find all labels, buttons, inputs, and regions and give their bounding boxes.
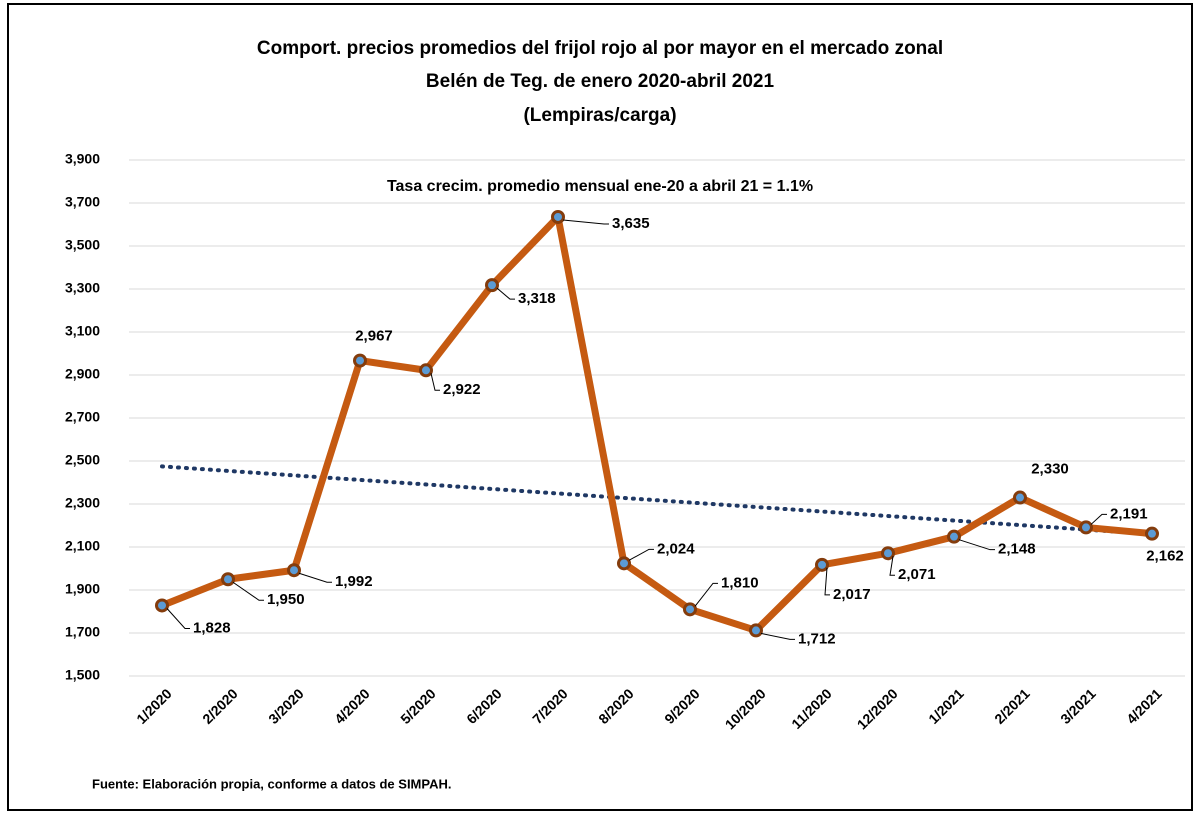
leader-line xyxy=(430,373,440,391)
leader-line xyxy=(889,556,895,576)
data-label: 3,635 xyxy=(612,215,650,232)
source-note: Fuente: Elaboración propia, conforme a d… xyxy=(92,776,451,791)
y-tick-label: 2,100 xyxy=(65,538,100,554)
data-label: 3,318 xyxy=(518,290,556,307)
y-tick-label: 2,900 xyxy=(65,366,100,382)
data-label: 1,810 xyxy=(721,574,759,591)
data-point xyxy=(551,209,565,224)
data-label: 1,992 xyxy=(335,573,373,590)
data-label: 1,828 xyxy=(193,619,231,636)
data-label: 2,922 xyxy=(443,381,481,398)
data-point xyxy=(221,572,235,587)
chart-title: (Lempiras/carga) xyxy=(523,105,676,126)
data-point xyxy=(287,563,301,578)
data-point xyxy=(485,278,499,293)
leader-line xyxy=(1090,513,1107,525)
data-point xyxy=(617,556,631,571)
data-point xyxy=(419,363,433,378)
data-point xyxy=(353,353,367,368)
y-tick-label: 2,700 xyxy=(65,409,100,425)
chart-title: Comport. precios promedios del frijol ro… xyxy=(257,38,943,59)
data-label: 1,950 xyxy=(267,591,305,608)
y-tick-label: 2,300 xyxy=(65,495,100,511)
annotation: Tasa crecim. promedio mensual ene-20 a a… xyxy=(387,178,813,195)
data-point xyxy=(947,529,961,544)
y-tick-label: 3,500 xyxy=(65,237,100,253)
data-point xyxy=(749,623,763,638)
y-tick-label: 3,900 xyxy=(65,151,100,167)
leader-line xyxy=(694,582,718,607)
data-point xyxy=(1145,526,1159,541)
y-tick-label: 1,900 xyxy=(65,581,100,597)
data-point xyxy=(815,557,829,572)
leader-line xyxy=(232,581,264,601)
leader-line xyxy=(166,608,190,629)
data-label: 2,017 xyxy=(833,586,871,603)
data-label: 2,191 xyxy=(1110,505,1148,522)
y-tick-label: 3,300 xyxy=(65,280,100,296)
data-label: 2,162 xyxy=(1146,548,1184,565)
data-label: 2,024 xyxy=(657,540,695,557)
y-tick-label: 3,700 xyxy=(65,194,100,210)
leader-line xyxy=(562,219,609,225)
leader-line xyxy=(760,632,795,640)
data-point xyxy=(1079,520,1093,535)
y-tick-label: 3,100 xyxy=(65,323,100,339)
data-point xyxy=(683,602,697,617)
leader-line xyxy=(496,287,515,300)
leader-line xyxy=(628,548,654,561)
leader-line xyxy=(298,572,332,583)
data-point xyxy=(155,598,169,613)
data-label: 2,148 xyxy=(998,541,1036,558)
chart-title: Belén de Teg. de enero 2020-abril 2021 xyxy=(426,71,775,92)
data-point xyxy=(1013,490,1027,505)
trend-line xyxy=(160,464,1154,537)
data-line xyxy=(160,213,1153,634)
leader-line xyxy=(958,539,995,551)
data-label: 2,330 xyxy=(1031,461,1069,478)
y-tick-label: 2,500 xyxy=(65,452,100,468)
y-tick-label: 1,700 xyxy=(65,624,100,640)
data-label: 2,967 xyxy=(355,328,393,345)
data-label: 1,712 xyxy=(798,630,836,647)
data-point xyxy=(881,546,895,561)
data-label: 2,071 xyxy=(898,566,936,583)
leader-line xyxy=(824,567,830,596)
y-tick-label: 1,500 xyxy=(65,667,100,683)
